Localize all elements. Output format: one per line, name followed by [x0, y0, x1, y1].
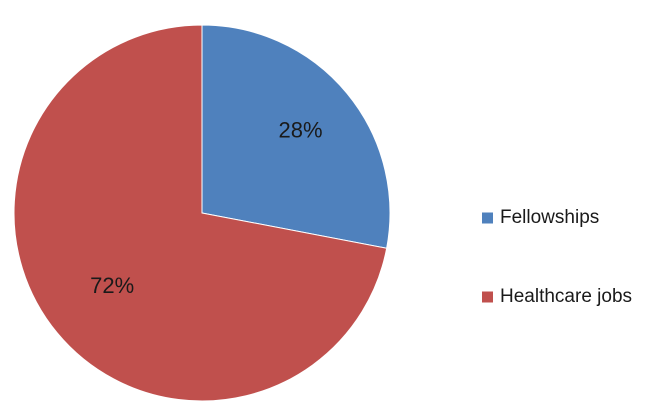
- data-label-healthcare-jobs: 72%: [90, 273, 134, 298]
- pie-slice-healthcare-jobs: [13, 24, 388, 402]
- data-label-fellowships: 28%: [278, 117, 322, 142]
- legend-label-healthcare-jobs: Healthcare jobs: [500, 286, 632, 307]
- pie-slice-labels: 28% 72%: [90, 117, 322, 298]
- legend-label-fellowships: Fellowships: [500, 207, 599, 228]
- legend-swatch-healthcare-jobs: [482, 291, 493, 303]
- legend-swatch-fellowships: [482, 212, 493, 224]
- legend: Fellowships Healthcare jobs: [482, 207, 632, 307]
- pie-slices: [13, 24, 391, 402]
- pie-slice-fellowships: [201, 24, 391, 249]
